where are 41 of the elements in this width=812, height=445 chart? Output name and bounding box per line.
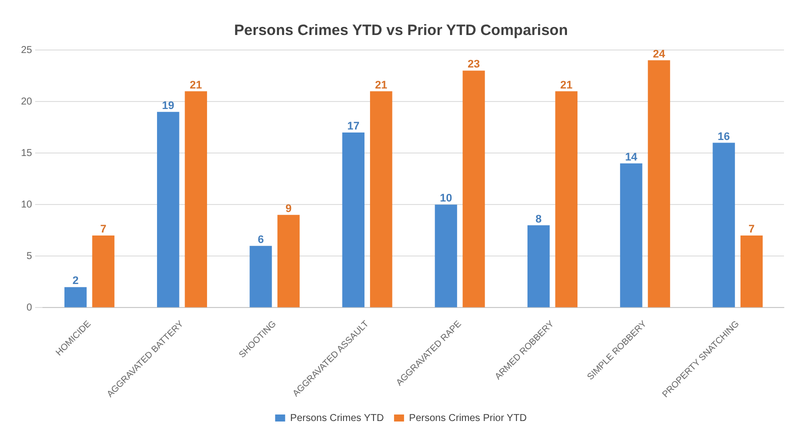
legend-label: Persons Crimes YTD: [290, 412, 384, 424]
data-label: 7: [748, 224, 755, 236]
y-tick-label: 25: [21, 44, 33, 56]
bar: [342, 132, 364, 308]
data-label: 24: [652, 48, 666, 60]
y-tick-label: 5: [26, 250, 33, 262]
y-tick-label: 15: [21, 148, 33, 159]
data-label: 7: [100, 224, 106, 236]
legend-label: Persons Crimes Prior YTD: [409, 412, 527, 424]
bar: [157, 112, 180, 308]
bar: [64, 287, 87, 308]
data-label: 21: [375, 79, 388, 92]
data-label: 8: [536, 213, 542, 226]
chart-title: Persons Crimes YTD vs Prior YTD Comparison: [234, 22, 568, 40]
bar: [527, 225, 550, 308]
bar: [620, 163, 642, 308]
data-label: 14: [625, 151, 638, 164]
y-tick-label: 0: [26, 302, 33, 314]
bar: [740, 236, 763, 308]
bar: [648, 60, 670, 308]
data-label: 2: [72, 275, 79, 288]
data-label: 19: [162, 100, 174, 112]
data-label: 21: [560, 79, 572, 92]
data-label: 23: [468, 58, 480, 71]
bar: [250, 246, 272, 308]
data-label: 10: [440, 192, 452, 205]
bar: [277, 214, 300, 308]
bar: [712, 142, 735, 308]
bar: [462, 70, 485, 308]
bar: [370, 91, 392, 308]
bar: [434, 204, 458, 308]
bar: [555, 91, 578, 308]
data-label: 6: [258, 234, 264, 246]
bar: [184, 91, 208, 308]
data-label: 21: [190, 79, 202, 92]
data-label: 9: [285, 202, 292, 215]
y-tick-label: 10: [21, 199, 33, 210]
bar: [92, 236, 114, 308]
y-tick-label: 20: [21, 96, 33, 108]
data-label: 16: [718, 130, 730, 143]
data-label: 17: [347, 120, 360, 132]
